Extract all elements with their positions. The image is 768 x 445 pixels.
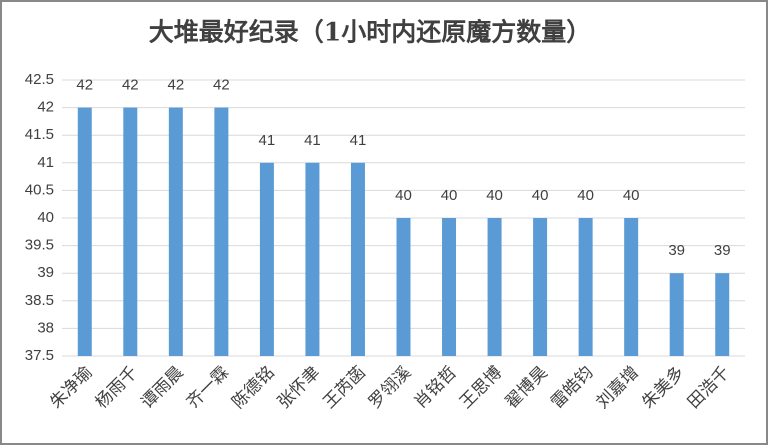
- y-tick-label: 40: [37, 209, 54, 226]
- bar: [715, 273, 730, 356]
- bar: [533, 218, 548, 356]
- bar: [396, 218, 411, 356]
- bar: [442, 218, 457, 356]
- bar: [123, 107, 138, 356]
- data-label: 41: [350, 132, 367, 149]
- data-label: 42: [76, 77, 93, 94]
- y-tick-label: 42: [37, 99, 54, 116]
- y-tick-label: 40.5: [25, 181, 54, 198]
- bar: [578, 218, 593, 356]
- bar: [259, 162, 274, 356]
- chart-title: 大堆最好纪录（1小时内还原魔方数量）: [149, 18, 591, 47]
- bar: [350, 162, 365, 356]
- data-label: 42: [213, 77, 230, 94]
- y-tick-label: 37.5: [25, 347, 54, 364]
- data-label: 40: [623, 187, 640, 204]
- y-tick-label: 42.5: [25, 71, 54, 88]
- data-label: 42: [167, 77, 184, 94]
- data-label: 41: [304, 132, 321, 149]
- y-tick-label: 39.5: [25, 237, 54, 254]
- data-label: 42: [122, 77, 139, 94]
- y-tick-label: 41: [37, 154, 54, 171]
- bar: [168, 107, 183, 356]
- y-tick-label: 39: [37, 264, 54, 281]
- y-tick-label: 41.5: [25, 126, 54, 143]
- y-tick-label: 38: [37, 319, 54, 336]
- data-label: 40: [486, 187, 503, 204]
- bar: [669, 273, 684, 356]
- data-label: 39: [714, 242, 731, 259]
- bar: [305, 162, 320, 356]
- data-label: 40: [577, 187, 594, 204]
- bar: [214, 107, 229, 356]
- data-label: 40: [441, 187, 458, 204]
- bar: [77, 107, 92, 356]
- data-label: 39: [668, 242, 685, 259]
- data-label: 40: [395, 187, 412, 204]
- bar: [487, 218, 502, 356]
- data-label: 41: [259, 132, 276, 149]
- y-tick-label: 38.5: [25, 292, 54, 309]
- bar: [624, 218, 639, 356]
- data-label: 40: [532, 187, 549, 204]
